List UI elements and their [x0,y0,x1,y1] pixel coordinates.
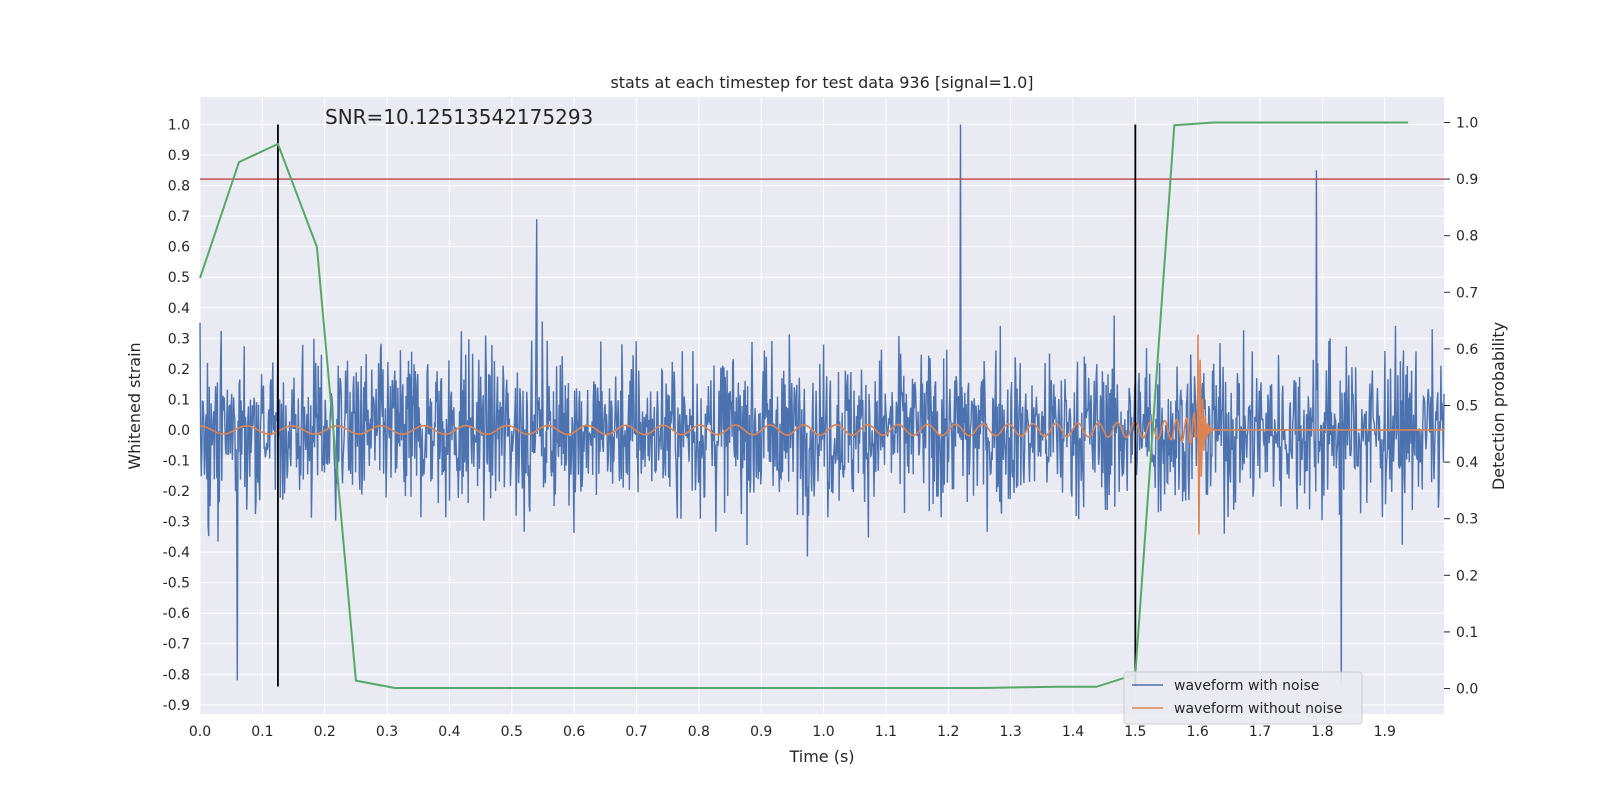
x-tick-label: 0.7 [625,724,647,740]
y-left-tick-label: -0.7 [163,637,190,653]
y-left-tick-label: -0.8 [163,667,190,683]
y-left-tick-label: -0.5 [163,576,190,592]
y-left-tick-label: -0.9 [163,698,190,714]
x-tick-label: 1.8 [1311,724,1333,740]
x-tick-label: 1.7 [1249,724,1271,740]
series-layer [199,121,1445,689]
y-axis-right-label: Detection probability [1489,322,1508,490]
y-left-tick-label: 0.8 [168,179,190,195]
y-right-tick-label: 0.0 [1456,682,1478,698]
chart-title: stats at each timestep for test data 936… [610,73,1033,92]
y-left-tick-label: -0.6 [163,606,190,622]
x-tick-label: 1.4 [1062,724,1084,740]
y-right-tick-label: 0.3 [1456,512,1478,528]
y-left-tick-label: 0.4 [168,301,190,317]
x-tick-label: 1.0 [812,724,834,740]
x-tick-label: 0.9 [750,724,772,740]
y-right-tick-label: 0.2 [1456,568,1478,584]
y-left-tick-label: -0.1 [163,453,190,469]
x-tick-label: 1.5 [1124,724,1146,740]
x-tick-label: 0.2 [314,724,336,740]
x-tick-label: 0.6 [563,724,585,740]
y-left-tick-label: -0.2 [163,484,190,500]
y-left-tick-label: 0.1 [168,392,190,408]
x-tick-label: 0.0 [189,724,211,740]
x-axis-label: Time (s) [788,747,854,766]
y-right-tick-label: 0.8 [1456,229,1478,245]
y-left-tick-label: 0.5 [168,270,190,286]
y-axis-left-label: Whitened strain [125,342,144,469]
x-tick-label: 1.1 [875,724,897,740]
legend-label-clean: waveform without noise [1174,701,1342,717]
x-tick-label: 1.6 [1187,724,1209,740]
snr-annotation: SNR=10.12513542175293 [325,105,593,129]
y-left-tick-label: 0.3 [168,331,190,347]
legend: waveform with noise waveform without noi… [1123,671,1363,725]
series-waveform-with-noise [199,124,1445,684]
x-tick-label: 1.3 [999,724,1021,740]
x-tick-label: 1.2 [937,724,959,740]
y-left-tick-label: 0.9 [168,148,190,164]
legend-box [1123,671,1363,725]
y-left-tick-label: 1.0 [168,117,190,133]
x-tick-label: 0.8 [688,724,710,740]
x-tick-label: 0.4 [438,724,460,740]
y-right-tick-label: 0.6 [1456,342,1478,358]
series-waveform-without-noise [200,334,1444,535]
series-detection-probability [199,121,1409,689]
y-left-tick-label: -0.3 [163,515,190,531]
y-right-tick-label: 1.0 [1456,115,1478,131]
y-left-tick-label: -0.4 [163,545,190,561]
x-tick-label: 0.5 [501,724,523,740]
y-right-tick-label: 0.7 [1456,285,1478,301]
legend-label-noise: waveform with noise [1174,678,1319,694]
y-right-tick-label: 0.9 [1456,172,1478,188]
grid [199,97,1444,714]
y-left-tick-label: 0.6 [168,240,190,256]
x-tick-label: 1.9 [1374,724,1396,740]
y-right-tick-label: 0.4 [1456,455,1478,471]
ticks: 0.0 0.1 0.2 0.3 0.4 0.5 0.6 0.7 0.8 0.9 1.0 1.1 1.2 1… [163,115,1479,740]
y-right-tick-label: 0.5 [1456,399,1478,415]
x-tick-label: 0.1 [251,724,273,740]
y-left-tick-label: 0.2 [168,362,190,378]
y-left-tick-label: 0.7 [168,209,190,225]
y-right-tick-label: 0.1 [1456,625,1478,641]
y-left-tick-label: 0.0 [168,423,190,439]
x-tick-label: 0.3 [376,724,398,740]
